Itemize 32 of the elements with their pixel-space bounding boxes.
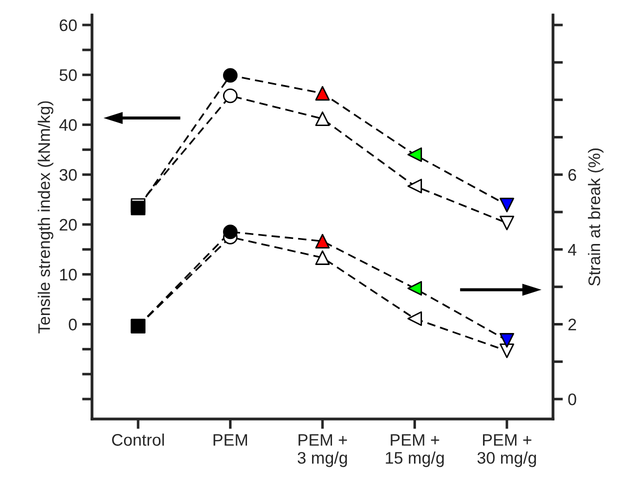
- y-tick-label: 30: [60, 169, 77, 181]
- y-tick-label: 50: [60, 69, 77, 82]
- x-tick-label: PEM + 3 mg/g: [298, 434, 347, 468]
- point: [223, 88, 238, 104]
- point: [315, 86, 330, 101]
- x-tick-label: PEM: [214, 434, 247, 446]
- point: [315, 250, 330, 265]
- x-tick-label: Control: [112, 434, 164, 446]
- y-tick-label: 60: [60, 19, 77, 32]
- y2-tick-label: 2: [568, 318, 576, 330]
- point: [407, 281, 422, 296]
- y-axis-title: Tensile strength index (kNm/kg): [38, 101, 54, 334]
- y-tick-label: 40: [59, 119, 77, 131]
- point: [407, 178, 422, 194]
- y-tick-label: 10: [60, 268, 77, 281]
- point: [315, 234, 330, 248]
- x-tick-label: PEM + 30 mg/g: [477, 434, 536, 468]
- point: [500, 198, 514, 212]
- y2-tick-label: 4: [568, 244, 576, 256]
- y2-axis-title: Strain at break (%): [588, 148, 604, 286]
- point: [500, 333, 514, 348]
- point: [223, 224, 238, 240]
- y-tick-label: 0: [68, 318, 77, 330]
- x-tick-label: PEM + 15 mg/g: [386, 434, 444, 468]
- point: [407, 311, 422, 326]
- y2-tick-label: 6: [568, 169, 576, 181]
- point: [223, 68, 238, 83]
- y-tick-label: 20: [60, 218, 77, 231]
- y2-tick-label: 0: [568, 393, 576, 406]
- point: [315, 111, 330, 126]
- point: [407, 147, 422, 162]
- point: [500, 216, 514, 230]
